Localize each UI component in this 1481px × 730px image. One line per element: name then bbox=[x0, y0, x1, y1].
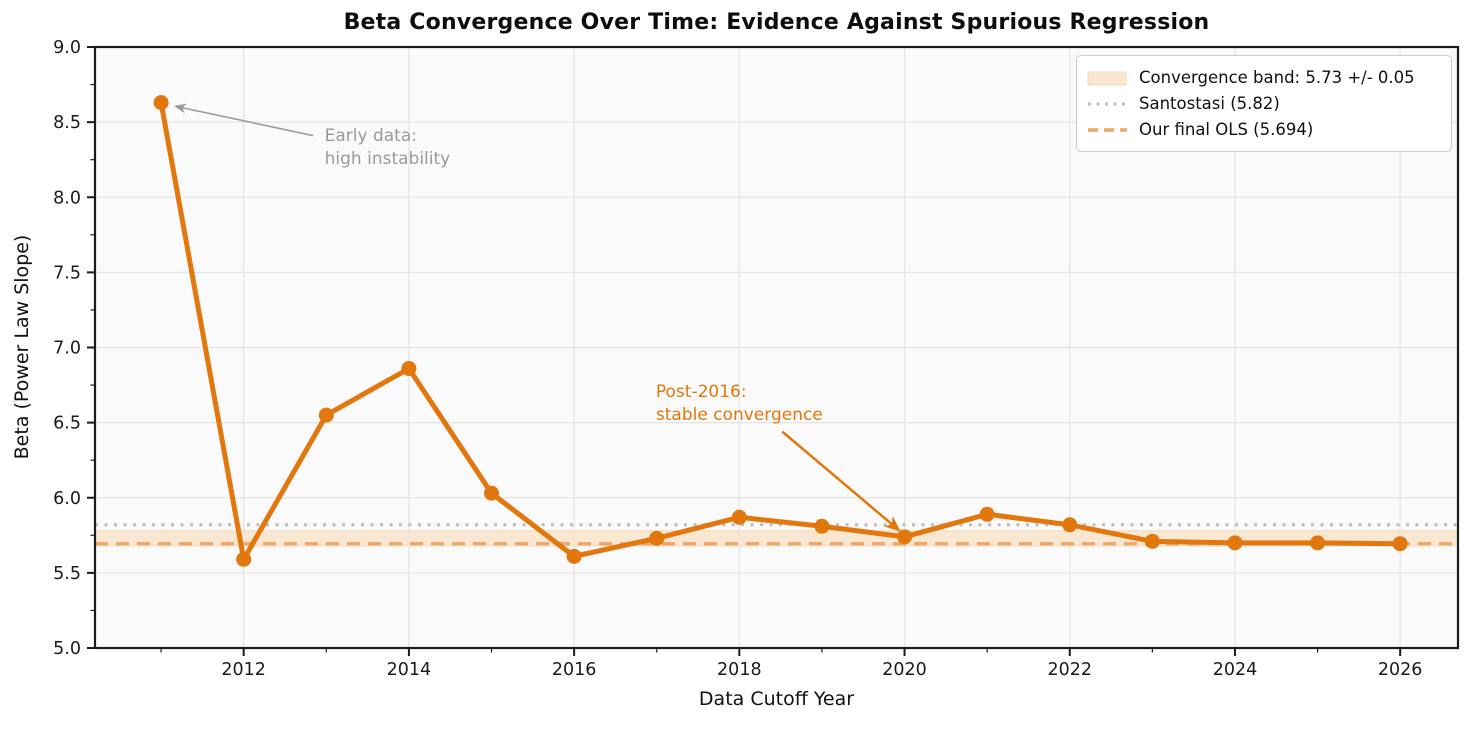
data-point bbox=[153, 95, 169, 111]
annotation-early-data-arrow bbox=[174, 103, 314, 137]
legend-item-convergence-band-label: Convergence band: 5.73 +/- 0.05 bbox=[1139, 68, 1415, 87]
data-point bbox=[1392, 536, 1408, 552]
chart-title: Beta Convergence Over Time: Evidence Aga… bbox=[343, 10, 1210, 35]
y-tick-label: 6.5 bbox=[53, 414, 81, 434]
data-point bbox=[236, 551, 252, 567]
series-line bbox=[158, 100, 1403, 562]
data-point bbox=[484, 485, 500, 501]
y-tick-label: 8.5 bbox=[53, 113, 81, 133]
annotation-early-data: Early data: high instability bbox=[325, 125, 451, 171]
x-tick-label: 2014 bbox=[387, 660, 432, 680]
series-layer bbox=[153, 95, 1408, 567]
band-swatch-rect bbox=[1087, 71, 1127, 85]
y-tick-label: 9.0 bbox=[53, 38, 81, 58]
data-point bbox=[401, 361, 417, 377]
y-tick-label: 5.5 bbox=[53, 564, 81, 584]
data-point bbox=[897, 529, 913, 545]
x-tick-label: 2012 bbox=[221, 660, 266, 680]
y-tick-label: 8.0 bbox=[53, 188, 81, 208]
data-point bbox=[731, 509, 747, 525]
annotation-post-2016-arrow bbox=[781, 430, 901, 532]
x-tick-label: 2022 bbox=[1047, 660, 1092, 680]
data-point bbox=[1062, 517, 1078, 533]
data-point bbox=[566, 548, 582, 564]
legend-item-final-ols-label: Our final OLS (5.694) bbox=[1139, 120, 1314, 139]
x-tick-label: 2018 bbox=[717, 660, 762, 680]
legend-item-final-ols-swatch bbox=[1088, 127, 1127, 132]
legend: Convergence band: 5.73 +/- 0.05 Santostas… bbox=[1076, 55, 1452, 152]
x-tick-label: 2026 bbox=[1378, 660, 1423, 680]
annotation-post-2016-line: stable convergence bbox=[655, 404, 823, 425]
annotation-early-data-line: high instability bbox=[324, 149, 451, 170]
x-axis-label: Data Cutoff Year bbox=[698, 688, 855, 710]
annotation-post-2016: Post-2016: stable convergence bbox=[656, 381, 823, 427]
x-tick-label: 2016 bbox=[552, 660, 597, 680]
y-axis-label: Beta (Power Law Slope) bbox=[11, 234, 33, 460]
x-tick-label: 2024 bbox=[1213, 660, 1258, 680]
data-point bbox=[979, 506, 995, 522]
data-point bbox=[318, 407, 334, 423]
legend-item-convergence-band: Convergence band: 5.73 +/- 0.05 bbox=[1087, 65, 1441, 90]
y-tick-label: 6.0 bbox=[53, 489, 81, 509]
x-tick-label: 2020 bbox=[882, 660, 927, 680]
ticks-layer: 2012 2014 2016 2018 2020 2022 2024 2026 5.0 5.5 6.… bbox=[53, 38, 1422, 680]
y-tick-label: 7.0 bbox=[53, 339, 81, 359]
legend-item-santostasi-swatch bbox=[1088, 102, 1127, 105]
data-point bbox=[1144, 533, 1160, 549]
legend-item-santostasi: Santostasi (5.82) bbox=[1087, 91, 1441, 116]
data-point bbox=[1227, 535, 1243, 551]
y-tick-label: 7.5 bbox=[53, 263, 81, 283]
annotation-arrows-layer bbox=[174, 103, 901, 532]
data-point bbox=[649, 530, 665, 546]
y-tick-label: 5.0 bbox=[53, 639, 81, 659]
legend-item-final-ols: Our final OLS (5.694) bbox=[1087, 117, 1441, 142]
data-point bbox=[814, 518, 830, 534]
legend-item-santostasi-label: Santostasi (5.82) bbox=[1139, 94, 1280, 113]
data-point bbox=[1310, 535, 1326, 551]
legend-item-convergence-band-swatch bbox=[1087, 71, 1127, 85]
annotation-post-2016-line: Post-2016: bbox=[655, 381, 747, 402]
annotation-early-data-line: Early data: bbox=[324, 126, 417, 147]
